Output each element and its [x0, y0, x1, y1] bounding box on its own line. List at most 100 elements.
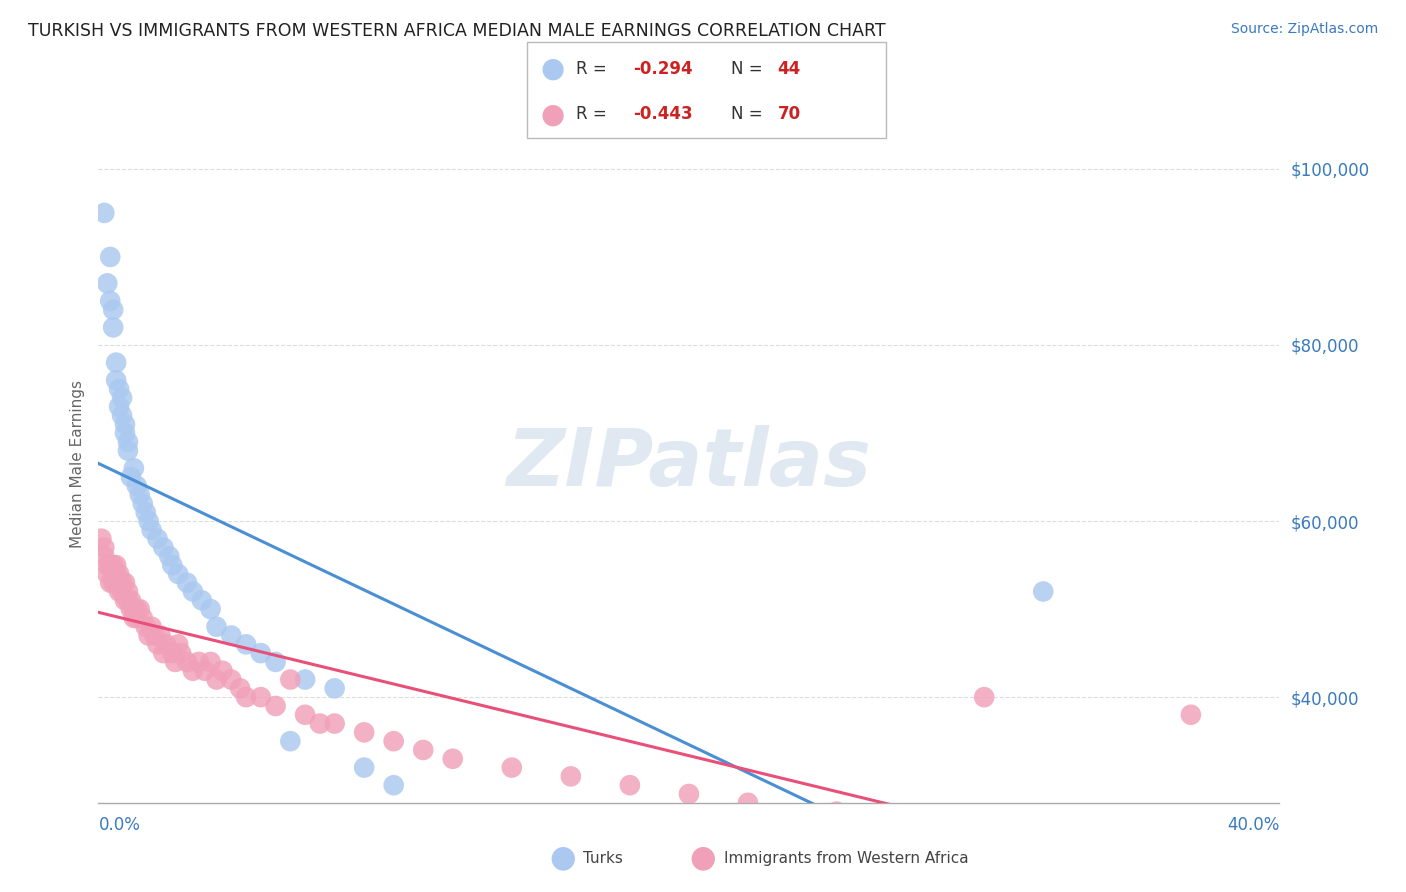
- Point: [98, 558, 121, 573]
- Point: [294, 673, 316, 687]
- Point: [111, 575, 134, 590]
- Text: ●: ●: [690, 844, 716, 872]
- Point: [96, 277, 118, 291]
- Text: -0.443: -0.443: [633, 105, 692, 123]
- Point: [323, 716, 346, 731]
- Point: [235, 637, 257, 651]
- Point: [200, 655, 222, 669]
- Point: [737, 796, 759, 810]
- Point: [105, 566, 128, 581]
- Text: ZIPatlas: ZIPatlas: [506, 425, 872, 503]
- Point: [162, 646, 183, 660]
- Point: [181, 584, 204, 599]
- Point: [205, 620, 228, 634]
- Point: [108, 575, 131, 590]
- Text: ●: ●: [540, 55, 565, 83]
- Point: [162, 558, 183, 573]
- Point: [353, 725, 375, 739]
- Text: 0.0%: 0.0%: [98, 816, 141, 834]
- Point: [105, 355, 128, 369]
- Text: Turks: Turks: [583, 851, 623, 865]
- Point: [122, 611, 145, 625]
- Point: [200, 602, 222, 616]
- Point: [90, 532, 112, 546]
- Point: [96, 566, 118, 581]
- Point: [1032, 584, 1054, 599]
- Point: [132, 496, 155, 510]
- Point: [98, 575, 121, 590]
- Point: [105, 558, 128, 573]
- Point: [98, 293, 121, 308]
- Point: [117, 593, 139, 607]
- Point: [194, 664, 217, 678]
- Text: 44: 44: [778, 60, 801, 78]
- Point: [264, 698, 287, 713]
- Point: [278, 673, 302, 687]
- Point: [619, 778, 641, 792]
- Point: [105, 575, 128, 590]
- Point: [229, 681, 252, 696]
- Point: [146, 532, 169, 546]
- Text: -0.294: -0.294: [633, 60, 692, 78]
- Text: ●: ●: [550, 844, 575, 872]
- Point: [412, 743, 434, 757]
- Point: [103, 575, 125, 590]
- Point: [120, 593, 142, 607]
- Point: [138, 628, 160, 642]
- Point: [441, 752, 464, 766]
- Point: [98, 250, 121, 264]
- Point: [211, 664, 233, 678]
- Point: [176, 575, 198, 590]
- Point: [114, 417, 136, 432]
- Point: [141, 523, 163, 537]
- Point: [149, 628, 172, 642]
- Text: TURKISH VS IMMIGRANTS FROM WESTERN AFRICA MEDIAN MALE EARNINGS CORRELATION CHART: TURKISH VS IMMIGRANTS FROM WESTERN AFRIC…: [28, 22, 886, 40]
- Point: [138, 514, 160, 528]
- Point: [560, 769, 582, 783]
- Point: [111, 391, 134, 405]
- Point: [103, 566, 125, 581]
- Point: [165, 655, 187, 669]
- Point: [678, 787, 700, 801]
- Point: [167, 637, 190, 651]
- Point: [103, 320, 125, 334]
- Point: [122, 461, 145, 475]
- Point: [141, 620, 163, 634]
- Point: [105, 373, 128, 387]
- Point: [353, 761, 375, 775]
- Point: [155, 637, 177, 651]
- Point: [108, 584, 131, 599]
- Point: [135, 505, 157, 519]
- Text: ●: ●: [540, 100, 565, 128]
- Point: [176, 655, 198, 669]
- Text: Source: ZipAtlas.com: Source: ZipAtlas.com: [1230, 22, 1378, 37]
- Point: [93, 549, 115, 564]
- Point: [114, 425, 136, 440]
- Point: [135, 620, 157, 634]
- Point: [152, 646, 174, 660]
- Point: [125, 611, 148, 625]
- Point: [108, 382, 131, 396]
- Point: [143, 628, 166, 642]
- Point: [128, 488, 150, 502]
- Point: [117, 584, 139, 599]
- Point: [128, 602, 150, 616]
- Point: [122, 602, 145, 616]
- Point: [108, 566, 131, 581]
- Point: [132, 611, 155, 625]
- Point: [114, 593, 136, 607]
- Point: [501, 761, 523, 775]
- Point: [111, 409, 134, 423]
- Point: [114, 575, 136, 590]
- Point: [111, 584, 134, 599]
- Point: [125, 479, 148, 493]
- Text: R =: R =: [576, 60, 613, 78]
- Point: [181, 664, 204, 678]
- Point: [294, 707, 316, 722]
- Point: [93, 541, 115, 555]
- Text: R =: R =: [576, 105, 613, 123]
- Point: [825, 805, 848, 819]
- Point: [157, 549, 180, 564]
- Point: [125, 602, 148, 616]
- Point: [120, 470, 142, 484]
